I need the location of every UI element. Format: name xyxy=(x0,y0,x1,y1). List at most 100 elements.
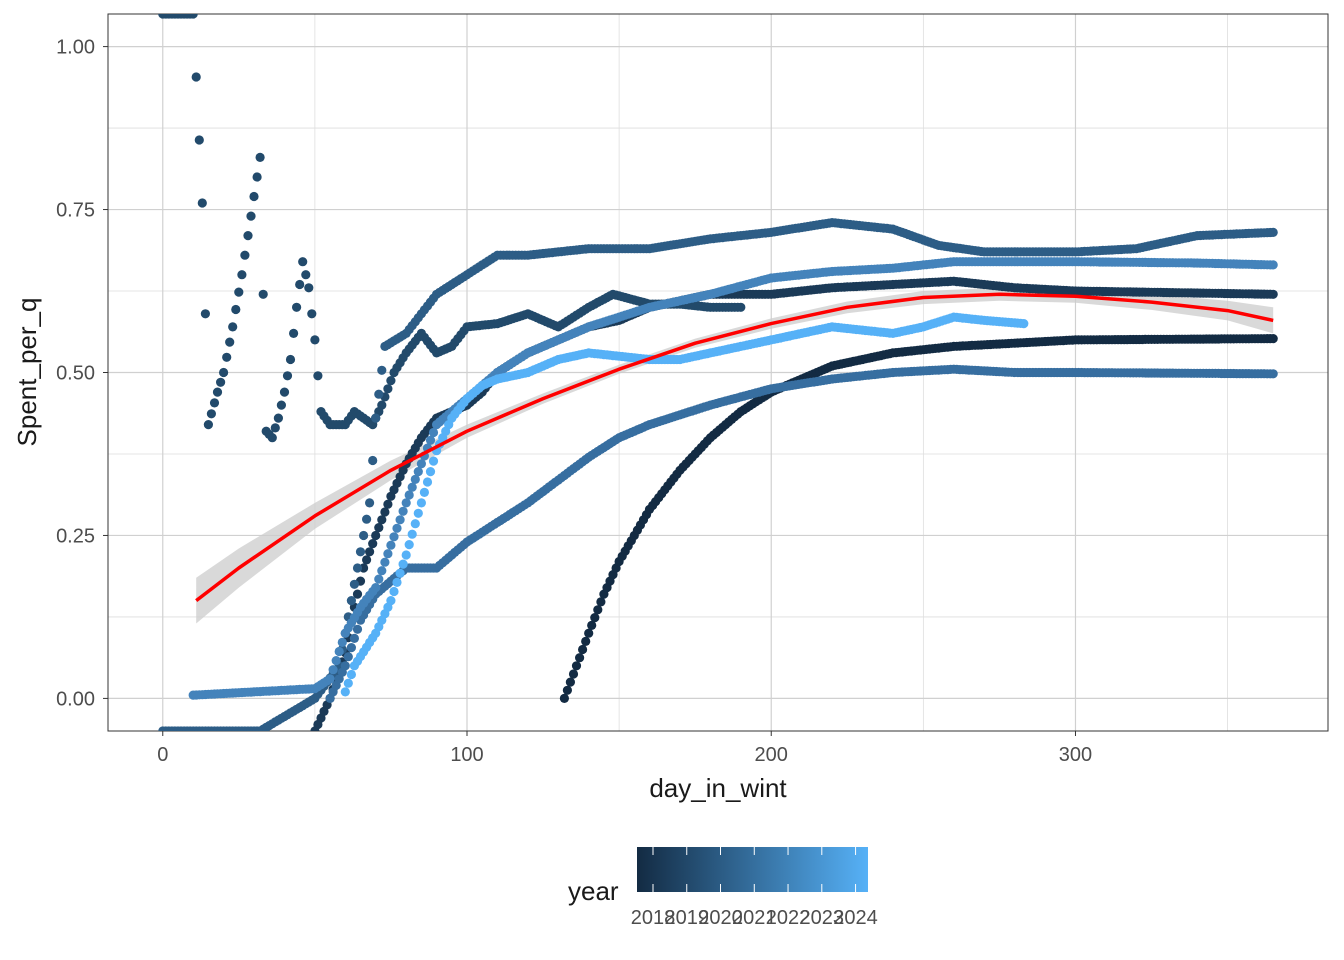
data-point xyxy=(368,539,378,549)
x-tick-label: 300 xyxy=(1059,744,1092,766)
data-point xyxy=(578,644,588,655)
data-point xyxy=(249,191,259,202)
data-point xyxy=(310,335,320,345)
data-point xyxy=(407,529,417,539)
data-point xyxy=(571,661,582,671)
data-point xyxy=(340,661,350,671)
series-2020 xyxy=(158,14,746,443)
data-point xyxy=(380,557,390,567)
data-point xyxy=(395,515,405,525)
data-point xyxy=(398,559,408,569)
data-point xyxy=(386,376,396,386)
data-point xyxy=(270,423,280,433)
data-point xyxy=(191,72,201,82)
data-point xyxy=(587,620,597,631)
data-point xyxy=(359,530,369,541)
data-point xyxy=(282,371,293,381)
data-point xyxy=(575,653,585,663)
data-point xyxy=(349,633,359,644)
data-point xyxy=(1268,260,1278,270)
legend-label: 2024 xyxy=(833,907,878,929)
data-point xyxy=(225,337,235,347)
x-tick-label: 200 xyxy=(755,744,788,766)
data-point xyxy=(292,302,302,312)
data-point xyxy=(371,583,381,593)
data-point xyxy=(371,413,381,423)
data-point xyxy=(258,289,268,299)
data-point xyxy=(334,646,344,657)
y-tick-label: 1.00 xyxy=(56,37,95,59)
data-point xyxy=(325,674,335,684)
data-point xyxy=(593,605,603,615)
data-point xyxy=(1019,319,1029,329)
data-point xyxy=(206,409,216,419)
data-point xyxy=(352,624,363,634)
data-point xyxy=(349,579,359,589)
data-point xyxy=(374,389,384,399)
data-point xyxy=(234,287,244,297)
data-point xyxy=(365,498,375,508)
data-point xyxy=(304,283,314,293)
x-axis-ticks: 0 100 200 300 xyxy=(157,731,1092,766)
data-point xyxy=(216,377,226,387)
data-point xyxy=(401,550,411,560)
data-point xyxy=(243,231,253,241)
legend-label: 2018 xyxy=(631,907,676,929)
data-point xyxy=(355,547,366,557)
data-point xyxy=(416,498,426,508)
data-point xyxy=(377,365,387,375)
data-point xyxy=(362,555,372,565)
y-tick-label: 0.75 xyxy=(56,200,95,222)
series-2018 xyxy=(559,334,1278,704)
data-point xyxy=(337,637,347,648)
data-point xyxy=(289,328,299,338)
y-axis-title: Spent_per_q xyxy=(12,298,42,447)
data-point xyxy=(377,515,387,525)
data-point xyxy=(377,566,387,576)
data-point xyxy=(383,499,393,509)
data-point xyxy=(389,586,399,597)
data-point xyxy=(1268,289,1278,299)
data-point xyxy=(410,519,420,529)
data-point xyxy=(581,636,591,647)
data-point xyxy=(422,477,433,487)
data-point xyxy=(194,135,204,145)
data-point xyxy=(285,354,296,365)
data-point xyxy=(352,563,363,573)
legend-colorbar-ticks xyxy=(652,847,857,892)
y-axis-ticks: 0.00 0.25 0.50 0.75 1.00 xyxy=(56,37,108,710)
data-point xyxy=(389,532,399,542)
data-point xyxy=(419,487,429,497)
data-point xyxy=(428,427,439,438)
data-point xyxy=(428,456,439,466)
data-point xyxy=(386,596,396,606)
data-point xyxy=(596,597,606,607)
data-point xyxy=(197,198,207,208)
data-point xyxy=(1268,227,1278,237)
data-point xyxy=(331,656,341,666)
data-point xyxy=(565,677,576,687)
data-point xyxy=(1268,369,1278,379)
data-point xyxy=(352,589,363,599)
smooth-trend-line xyxy=(195,292,1274,602)
x-axis-title: day_in_wint xyxy=(649,773,787,803)
data-point xyxy=(383,384,393,394)
data-point xyxy=(246,211,256,221)
data-point xyxy=(276,400,286,410)
data-point xyxy=(413,508,423,518)
data-point xyxy=(298,257,308,267)
data-point xyxy=(371,530,381,541)
smooth-line xyxy=(195,292,1274,602)
data-point xyxy=(328,665,338,675)
data-point xyxy=(425,435,436,445)
data-point xyxy=(267,433,277,443)
data-point xyxy=(392,577,402,588)
legend-label: 2022 xyxy=(766,907,811,929)
data-point xyxy=(562,685,573,695)
data-point xyxy=(200,309,210,319)
legend-title: year xyxy=(568,876,619,906)
data-point xyxy=(1268,334,1278,344)
data-point xyxy=(401,498,411,508)
data-point xyxy=(340,687,350,697)
